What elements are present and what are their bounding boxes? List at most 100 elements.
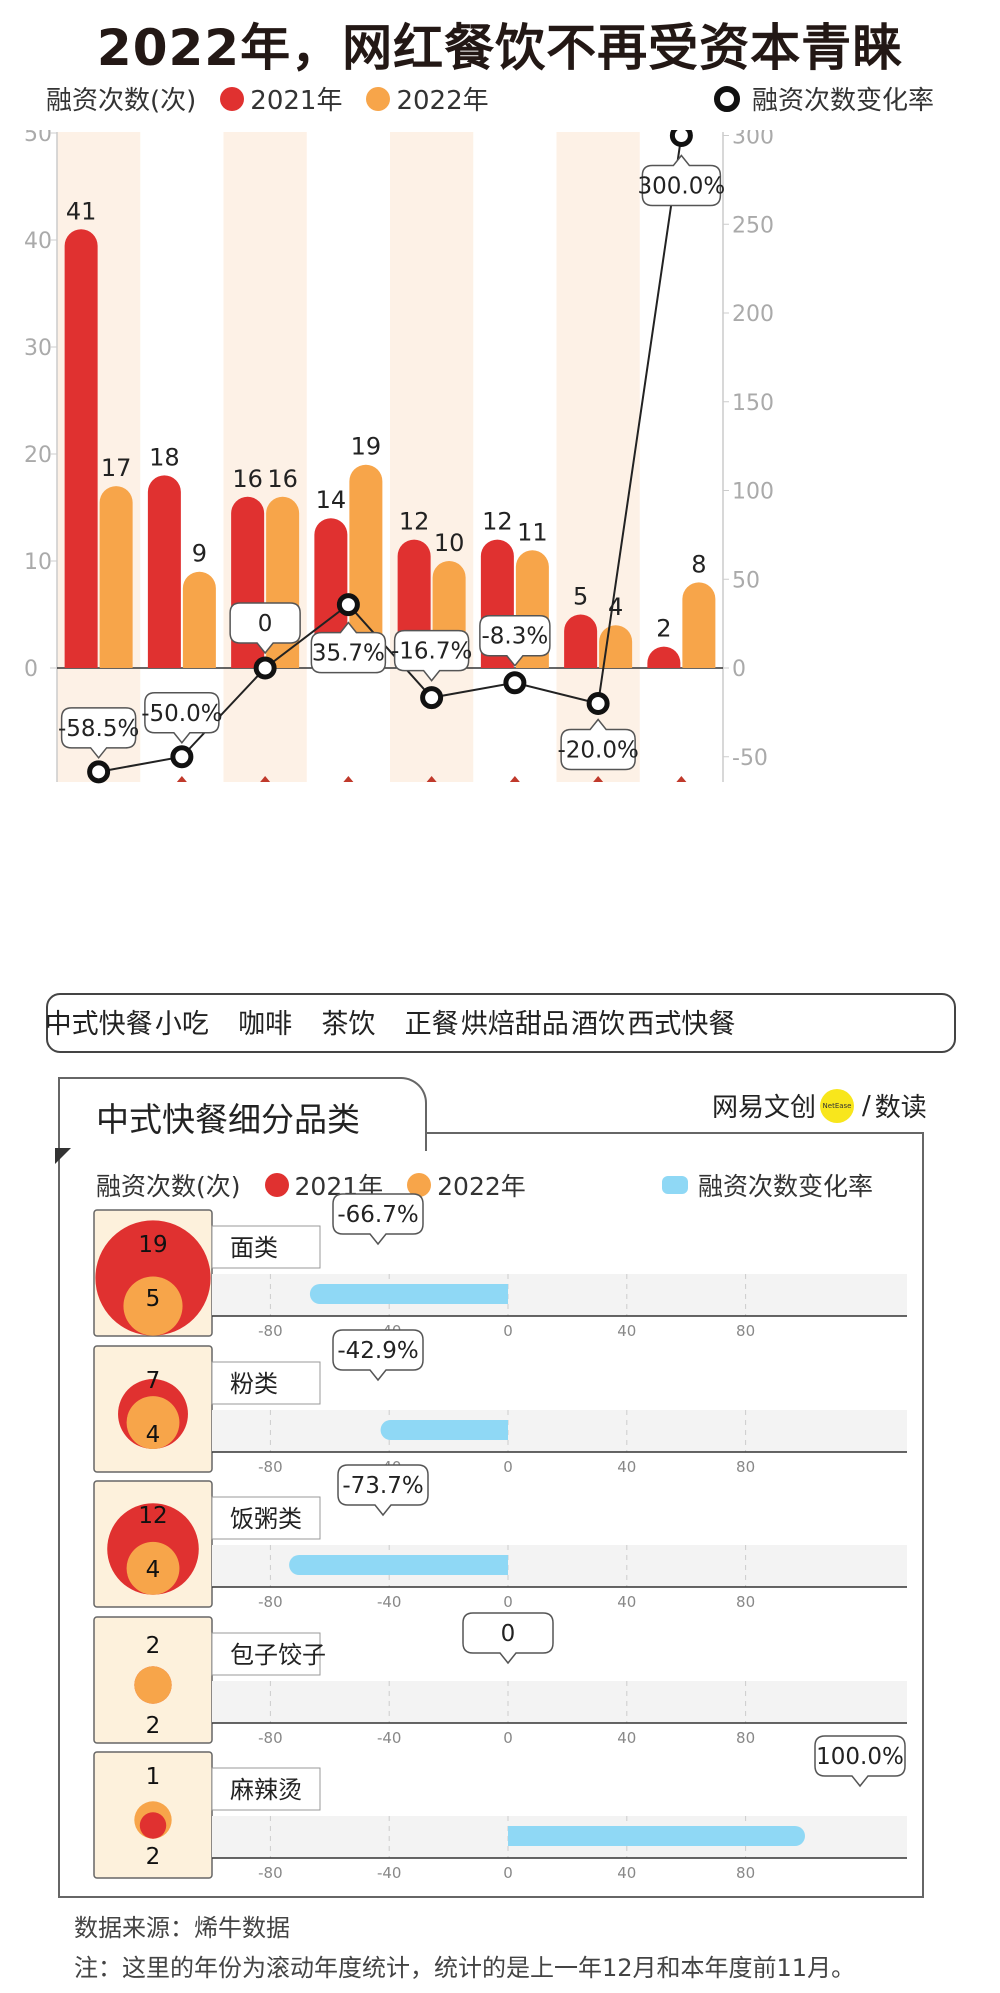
left-tick-label: 10	[24, 550, 52, 575]
rate-point	[420, 686, 444, 710]
category-tick	[260, 776, 271, 782]
brand-logo: 网易文创 NetEase / 数读	[712, 1087, 927, 1124]
sub-legend-2021-swatch	[264, 1173, 289, 1197]
rate-point	[170, 745, 194, 769]
bar-2022	[682, 582, 716, 668]
left-tick-label: 40	[24, 229, 52, 254]
category-tick	[176, 776, 187, 782]
rate-label-box	[60, 707, 137, 760]
legend-rate-marker	[714, 85, 740, 112]
bar-2022-value: 10	[434, 529, 465, 557]
bar-2021-value: 16	[232, 465, 263, 493]
right-tick-label: 50	[732, 568, 760, 593]
bar-2022-value: 8	[691, 550, 706, 578]
right-tick-label: 0	[732, 657, 746, 682]
category-label: 酒饮	[571, 1009, 626, 1040]
bar-2022-value: 19	[351, 433, 382, 461]
subcategory-panel	[58, 1132, 924, 1898]
category-label: 咖啡	[238, 1009, 293, 1040]
bar-2022	[182, 571, 216, 668]
footer-source: 数据来源：烯牛数据	[74, 1914, 290, 1942]
sub-legend-rate-label: 融资次数变化率	[698, 1172, 874, 1201]
rate-label: -8.3%	[482, 624, 549, 650]
footer-note: 注：这里的年份为滚动年度统计，统计的是上一年12月和本年度前11月。	[74, 1954, 856, 1982]
bar-2021	[64, 229, 98, 668]
bar-2021	[147, 475, 181, 668]
bar-2021-value: 5	[573, 583, 588, 611]
category-axis-box	[46, 993, 956, 1053]
category-label: 烘焙甜品	[460, 1009, 569, 1040]
legend-count-label: 融资次数(次)	[46, 86, 197, 116]
category-label: 中式快餐	[44, 1009, 153, 1040]
subcategory-title: 中式快餐细分品类	[96, 1100, 360, 1139]
rate-label: 300.0%	[638, 174, 726, 200]
bar-2021-value: 14	[316, 486, 347, 514]
brand-separator: /	[862, 1090, 871, 1121]
bar-2022-value: 16	[267, 465, 298, 493]
bar-2021-value: 18	[149, 443, 180, 471]
category-tick	[509, 776, 520, 782]
sub-legend-rate-swatch	[662, 1176, 688, 1194]
category-tick	[343, 776, 354, 782]
bar-2021-value: 2	[656, 615, 671, 643]
rate-label: -20.0%	[557, 738, 638, 764]
rate-point	[586, 692, 610, 715]
right-tick-label: -50	[732, 746, 768, 771]
bar-2022-value: 9	[192, 540, 207, 568]
bar-2021	[314, 518, 348, 668]
sub-legend-2022-label: 2022年	[437, 1172, 526, 1201]
bar-2021-value: 12	[399, 508, 430, 536]
bar-2021-value: 12	[482, 508, 513, 536]
category-label: 正餐	[404, 1009, 459, 1040]
rate-label: -16.7%	[391, 639, 472, 665]
rate-label: -58.5%	[58, 716, 139, 742]
category-band	[556, 132, 640, 782]
rate-point	[253, 656, 277, 680]
legend-2022-label: 2022年	[396, 86, 489, 116]
page-title: 2022年，网红餐饮不再受资本青睐	[96, 19, 904, 77]
bar-2021	[564, 614, 598, 668]
rate-line	[98, 135, 683, 773]
bar-2022-value: 17	[101, 454, 132, 482]
bar-2022-value: 11	[517, 518, 548, 546]
legend-2021-label: 2021年	[250, 86, 343, 116]
right-tick-label: 250	[732, 213, 774, 238]
category-band	[390, 132, 474, 782]
rate-point	[87, 760, 111, 784]
category-band	[223, 132, 307, 782]
brand-name-2: 数读	[874, 1093, 927, 1123]
rate-label-box	[393, 629, 470, 682]
rate-label-box	[229, 602, 301, 655]
bar-2022	[349, 464, 383, 668]
legend-2022-swatch	[366, 86, 391, 111]
brand-dot-icon: NetEase	[820, 1088, 855, 1123]
right-tick-label: 200	[732, 302, 774, 327]
left-tick-label: 20	[24, 443, 52, 468]
sub-legend: 融资次数(次) 2021年 2022年	[96, 1167, 526, 1203]
right-tick-label: 100	[732, 480, 774, 505]
rate-label-box	[641, 154, 722, 207]
category-label: 西式快餐	[627, 1009, 736, 1040]
rate-point	[336, 593, 360, 617]
subcategory-title-tab	[58, 1077, 427, 1151]
rate-label: -50.0%	[141, 701, 222, 727]
category-label: 小吃	[154, 1009, 209, 1040]
rate-point	[669, 130, 693, 147]
category-tick	[426, 776, 437, 782]
bar-2022	[99, 486, 133, 668]
rate-label-box	[560, 718, 636, 771]
sub-legend-rate: 融资次数变化率	[662, 1167, 873, 1203]
title-tab-corner	[55, 1148, 71, 1164]
rate-label: 0	[258, 611, 273, 637]
rate-point	[503, 671, 527, 695]
category-tick	[676, 776, 687, 782]
category-label: 茶饮	[321, 1009, 376, 1040]
rate-label-box	[144, 692, 220, 744]
category-tick	[593, 776, 604, 782]
left-tick-label: 0	[24, 657, 38, 682]
legend-2021-swatch	[220, 86, 245, 111]
brand-name: 网易文创	[712, 1093, 817, 1123]
sub-legend-count-label: 融资次数(次)	[96, 1172, 241, 1201]
sub-legend-2022-swatch	[407, 1173, 432, 1197]
